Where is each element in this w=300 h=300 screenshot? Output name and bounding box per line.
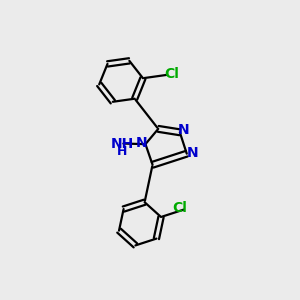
Text: N: N: [136, 136, 147, 150]
Text: H: H: [117, 145, 127, 158]
Text: Cl: Cl: [164, 67, 179, 81]
Text: Cl: Cl: [172, 201, 187, 215]
Text: N: N: [178, 123, 190, 137]
Text: N: N: [186, 146, 198, 160]
Text: NH: NH: [110, 136, 134, 151]
